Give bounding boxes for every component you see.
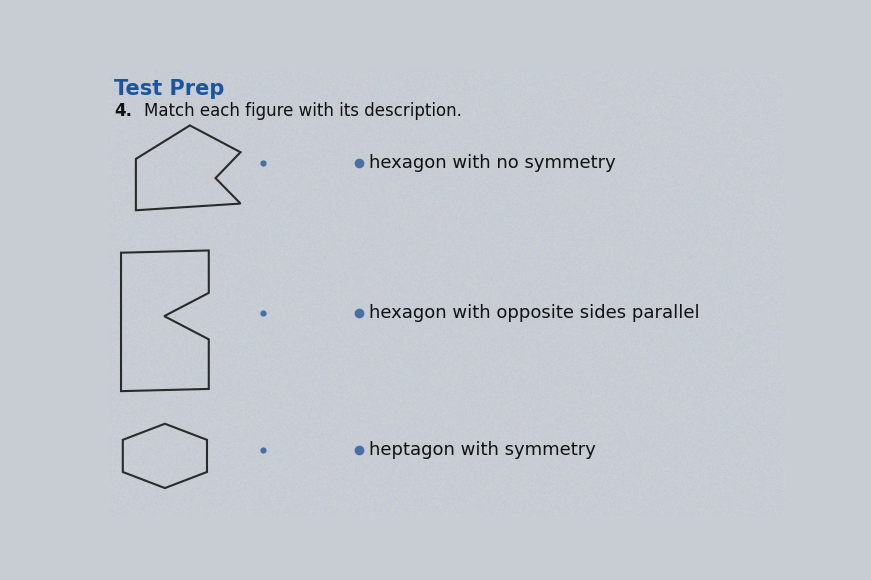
Text: Match each figure with its description.: Match each figure with its description. [144, 102, 462, 119]
Text: Test Prep: Test Prep [114, 79, 225, 99]
Text: 4.: 4. [114, 102, 132, 119]
Text: hexagon with no symmetry: hexagon with no symmetry [368, 154, 616, 172]
Text: heptagon with symmetry: heptagon with symmetry [368, 441, 596, 459]
Text: hexagon with opposite sides parallel: hexagon with opposite sides parallel [368, 304, 699, 322]
